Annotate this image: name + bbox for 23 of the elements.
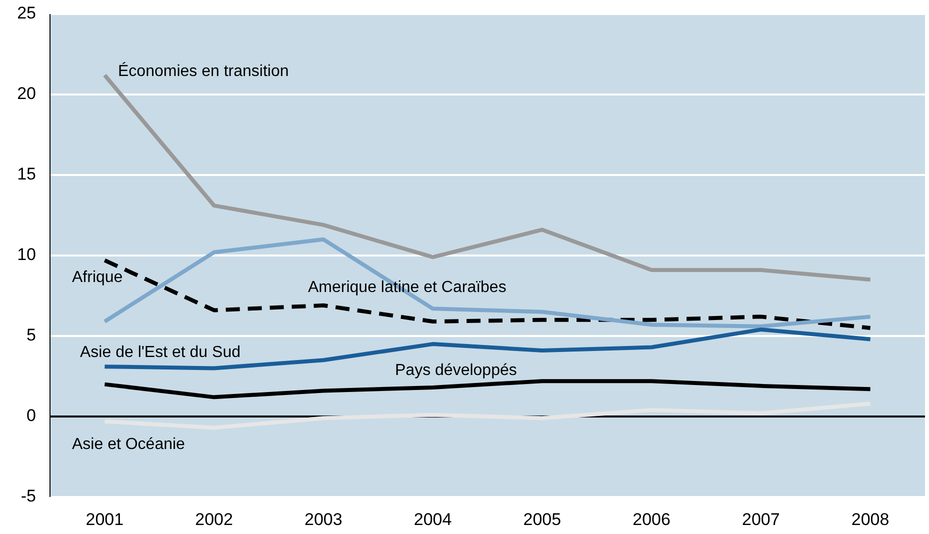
x-tick-label: 2003 <box>304 510 342 529</box>
x-tick-label: 2005 <box>523 510 562 529</box>
x-tick-label: 2008 <box>851 510 890 529</box>
y-tick-label: 10 <box>17 244 36 264</box>
y-tick-label: 15 <box>17 164 36 184</box>
x-tick-label: 2001 <box>86 510 124 529</box>
x-tick-label: 2007 <box>742 510 780 529</box>
line-series <box>102 402 872 430</box>
x-tick-label: 2004 <box>414 510 452 529</box>
series-label: Afrique <box>72 269 123 286</box>
series-label: Amerique latine et Caraïbes <box>308 279 506 296</box>
series-label: Asie de l'Est et du Sud <box>80 344 240 361</box>
series-label: Économies en transition <box>118 62 289 80</box>
y-tick-label: 25 <box>17 3 36 22</box>
x-tick-label: 2006 <box>632 510 670 529</box>
x-tick-label: 2002 <box>195 510 233 529</box>
y-tick-label: 20 <box>17 84 36 103</box>
y-tick-label: 5 <box>26 325 36 344</box>
y-tick-label: 0 <box>26 406 36 425</box>
line-series <box>102 379 872 400</box>
y-tick-label: -5 <box>20 486 36 506</box>
series-label: Pays développés <box>395 362 517 379</box>
series-label: Asie et Océanie <box>72 436 186 453</box>
